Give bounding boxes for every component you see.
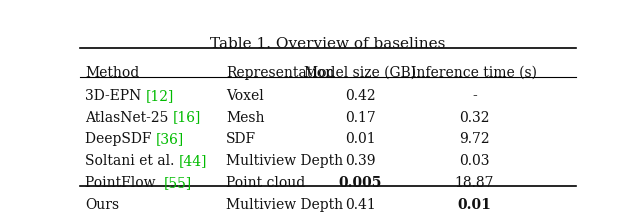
Text: Soltani et al.: Soltani et al. [85, 154, 179, 168]
Text: 0.01: 0.01 [458, 198, 492, 212]
Text: Inference time (s): Inference time (s) [412, 66, 538, 80]
Text: 0.005: 0.005 [339, 176, 382, 190]
Text: Point cloud: Point cloud [227, 176, 305, 190]
Text: 18.87: 18.87 [454, 176, 494, 190]
Text: Multiview Depth: Multiview Depth [227, 198, 344, 212]
Text: 9.72: 9.72 [459, 132, 490, 146]
Text: AtlasNet-25: AtlasNet-25 [85, 111, 173, 125]
Text: [36]: [36] [156, 132, 184, 146]
Text: Multiview Depth: Multiview Depth [227, 154, 344, 168]
Text: 3D-EPN: 3D-EPN [85, 89, 145, 103]
Text: [44]: [44] [179, 154, 207, 168]
Text: SDF: SDF [227, 132, 257, 146]
Text: [55]: [55] [164, 176, 193, 190]
Text: 0.39: 0.39 [345, 154, 376, 168]
Text: Mesh: Mesh [227, 111, 265, 125]
Text: 0.32: 0.32 [459, 111, 490, 125]
Text: [16]: [16] [173, 111, 201, 125]
Text: Method: Method [85, 66, 140, 80]
Text: 0.42: 0.42 [345, 89, 376, 103]
Text: Voxel: Voxel [227, 89, 264, 103]
Text: [12]: [12] [145, 89, 174, 103]
Text: Ours: Ours [85, 198, 119, 212]
Text: Representation: Representation [227, 66, 335, 80]
Text: Table 1. Overview of baselines: Table 1. Overview of baselines [211, 37, 445, 51]
Text: 0.03: 0.03 [459, 154, 490, 168]
Text: DeepSDF: DeepSDF [85, 132, 156, 146]
Text: -: - [472, 89, 477, 103]
Text: 0.01: 0.01 [345, 132, 376, 146]
Text: PointFlow: PointFlow [85, 176, 164, 190]
Text: Model size (GB): Model size (GB) [304, 66, 416, 80]
Text: 0.17: 0.17 [345, 111, 376, 125]
Text: 0.41: 0.41 [345, 198, 376, 212]
